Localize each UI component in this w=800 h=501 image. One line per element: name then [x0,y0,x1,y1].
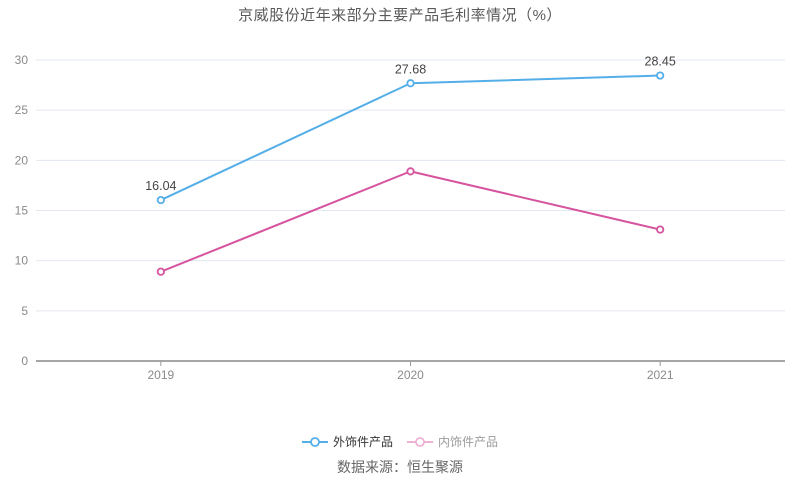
data-point-marker[interactable] [406,79,415,88]
x-axis-label: 2019 [147,368,174,382]
y-axis-label: 10 [15,254,29,268]
data-source-note: 数据来源：恒生聚源 [337,459,463,475]
data-point-marker[interactable] [156,195,165,205]
data-point-label: 28.45 [645,55,676,69]
legend-line-marker-icon [407,436,433,447]
data-point-marker[interactable] [656,225,665,234]
legend-item-exterior-trim[interactable]: 外饰件产品 [301,433,393,450]
y-axis-label: 25 [15,103,29,117]
data-point-marker[interactable] [156,267,165,276]
y-axis-label: 30 [15,53,29,67]
y-axis-label: 15 [15,204,29,218]
legend: 外饰件产品 内饰件产品 [0,433,800,450]
legend-label: 内饰件产品 [438,435,499,449]
data-point-label: 16.04 [145,179,176,193]
line-chart-plot: 2019 2020 2021 0 5 10 15 20 25 30 16.04 27.68 28.45 [15,53,785,382]
series-line [159,170,662,273]
data-point-marker[interactable] [406,167,415,176]
legend-label: 外饰件产品 [332,435,393,449]
y-axis-label: 0 [21,354,28,368]
x-axis-label: 2020 [397,368,424,382]
series-line [159,74,662,202]
y-axis-label: 20 [15,153,29,167]
legend-line-marker-icon [301,436,328,447]
x-axis-label: 2021 [647,368,674,382]
chart-title: 京威股份近年来部分主要产品毛利率情况（%） [238,7,562,24]
legend-item-interior-trim[interactable]: 内饰件产品 [407,433,498,450]
y-axis-label: 5 [21,304,28,318]
data-point-label: 27.68 [395,62,426,76]
data-point-marker[interactable] [656,71,665,80]
